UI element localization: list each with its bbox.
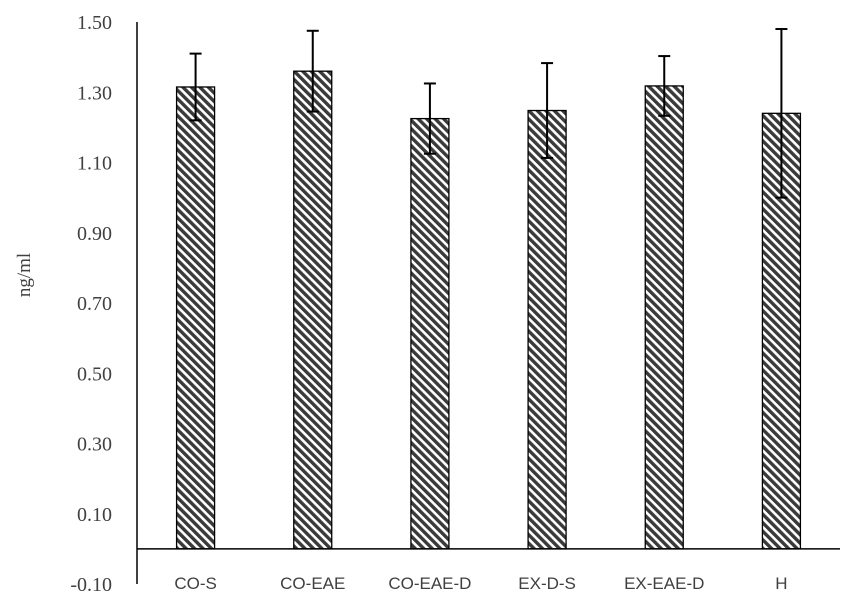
error-bar-ex-d-s — [541, 62, 554, 159]
x-category-label: CO-EAE — [280, 574, 345, 593]
y-tick-label: 0.10 — [77, 504, 112, 526]
bar-co-eae-d — [410, 117, 450, 550]
x-category-label: CO-EAE-D — [388, 574, 471, 593]
y-tick-label: 0.90 — [77, 223, 112, 245]
bar-ex-d-s — [527, 109, 567, 550]
x-category-label: EX-EAE-D — [624, 574, 704, 593]
y-tick-label: 0.50 — [77, 363, 112, 385]
y-axis-tick-labels: 1.50 1.30 1.10 0.90 0.70 0.50 0.30 0.10 -0.10 — [70, 12, 112, 596]
x-axis-category-labels: CO-S CO-EAE CO-EAE-D EX-D-S EX-EAE-D H — [174, 574, 787, 593]
y-tick-label: 1.10 — [77, 153, 112, 175]
error-bar-co-eae — [306, 29, 319, 113]
y-tick-label: -0.10 — [70, 574, 112, 596]
error-bars — [189, 28, 788, 199]
bar-co-eae — [293, 70, 333, 550]
bars — [175, 70, 802, 550]
x-category-label: H — [775, 574, 787, 593]
x-category-label: CO-S — [174, 574, 217, 593]
y-tick-label: 0.70 — [77, 293, 112, 315]
y-tick-label: 0.30 — [77, 434, 112, 456]
error-bar-co-s — [189, 52, 202, 122]
y-tick-label: 1.50 — [77, 12, 112, 34]
error-bar-co-eae-d — [423, 82, 436, 155]
bar-co-s — [175, 86, 216, 550]
error-bar-h — [775, 28, 788, 199]
y-tick-label: 1.30 — [77, 82, 112, 104]
error-bar-ex-eae-d — [658, 55, 671, 117]
y-axis-label: ng/ml — [14, 253, 35, 297]
x-category-label: EX-D-S — [518, 574, 576, 593]
bar-ex-eae-d — [644, 85, 684, 550]
